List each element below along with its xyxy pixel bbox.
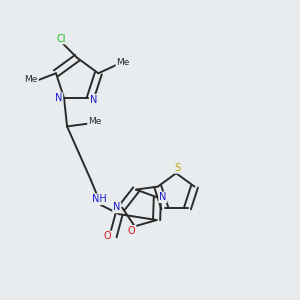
Text: N: N <box>55 93 62 103</box>
Text: N: N <box>159 192 166 203</box>
Text: Cl: Cl <box>56 34 66 44</box>
Text: Me: Me <box>116 58 130 68</box>
Text: S: S <box>175 163 181 173</box>
Text: Me: Me <box>25 75 38 84</box>
Text: Me: Me <box>88 118 101 127</box>
Text: NH: NH <box>92 194 107 204</box>
Text: N: N <box>90 95 97 105</box>
Text: O: O <box>104 231 112 242</box>
Text: N: N <box>113 202 120 212</box>
Text: O: O <box>128 226 136 236</box>
